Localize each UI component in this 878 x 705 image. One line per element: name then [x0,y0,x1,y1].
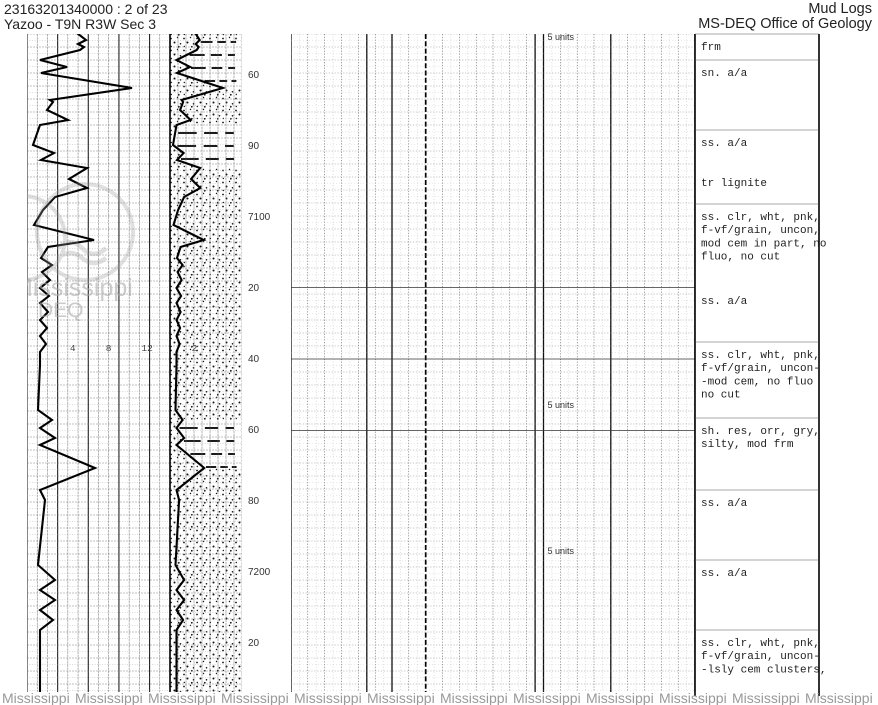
svg-text:ss. clr, wht, pnk,: ss. clr, wht, pnk, [701,212,820,224]
svg-text:DEQ: DEQ [38,299,84,322]
svg-text:ss. clr, wht, pnk,: ss. clr, wht, pnk, [701,638,820,650]
svg-text:Mississippi: Mississippi [148,690,216,705]
svg-text:4: 4 [70,343,76,354]
svg-text:sn. a/a: sn. a/a [701,68,748,80]
svg-text:ss. clr, wht, pnk,: ss. clr, wht, pnk, [701,350,820,362]
svg-text:f-vf/grain, uncon-: f-vf/grain, uncon- [701,363,820,375]
svg-text:60: 60 [248,425,260,436]
svg-text:60: 60 [248,70,260,81]
svg-text:Mississippi: Mississippi [294,690,362,705]
svg-text:-lsly cem clusters,: -lsly cem clusters, [701,664,826,676]
svg-text:20: 20 [248,638,260,649]
svg-text:ss. a/a: ss. a/a [701,296,748,308]
svg-text:Mississippi: Mississippi [2,690,70,705]
svg-text:f-vf/grain, uncon-: f-vf/grain, uncon- [701,651,820,663]
svg-text:mod cem in part, no: mod cem in part, no [701,238,826,250]
svg-text:7100: 7100 [248,212,271,223]
svg-text:tr lignite: tr lignite [701,178,767,190]
svg-text:silty, mod frm: silty, mod frm [701,439,794,451]
svg-text:90: 90 [248,141,260,152]
svg-text:Mississippi: Mississippi [367,690,435,705]
svg-text:2: 2 [192,343,198,354]
svg-text:f-vf/grain, uncon,: f-vf/grain, uncon, [701,225,820,237]
svg-text:frm: frm [701,42,721,54]
svg-text:Mississippi: Mississippi [732,690,800,705]
svg-text:ss. a/a: ss. a/a [701,498,748,510]
svg-text:Mississippi: Mississippi [75,690,143,705]
svg-text:no cut: no cut [701,390,741,402]
svg-text:Mississippi: Mississippi [440,690,508,705]
svg-text:20: 20 [248,283,260,294]
svg-text:Mississippi: Mississippi [221,690,289,705]
svg-text:sh. res, orr, gry,: sh. res, orr, gry, [701,426,820,438]
svg-text:-mod cem, no fluo: -mod cem, no fluo [701,376,813,388]
svg-text:fluo, no cut: fluo, no cut [701,252,780,264]
svg-text:7200: 7200 [248,567,271,578]
svg-text:12: 12 [141,343,153,354]
svg-text:Mississippi: Mississippi [805,690,873,705]
svg-text:ss. a/a: ss. a/a [701,568,748,580]
svg-text:40: 40 [248,354,260,365]
svg-text:ss. a/a: ss. a/a [701,138,748,150]
svg-text:Mississippi: Mississippi [12,274,133,302]
svg-text:Mississippi: Mississippi [659,690,727,705]
svg-text:Mississippi: Mississippi [513,690,581,705]
svg-text:5 units: 5 units [548,546,575,556]
svg-text:8: 8 [106,343,112,354]
svg-text:5 units: 5 units [548,400,575,410]
svg-text:Mississippi: Mississippi [586,690,654,705]
svg-text:5 units: 5 units [548,32,575,42]
svg-text:80: 80 [248,496,260,507]
